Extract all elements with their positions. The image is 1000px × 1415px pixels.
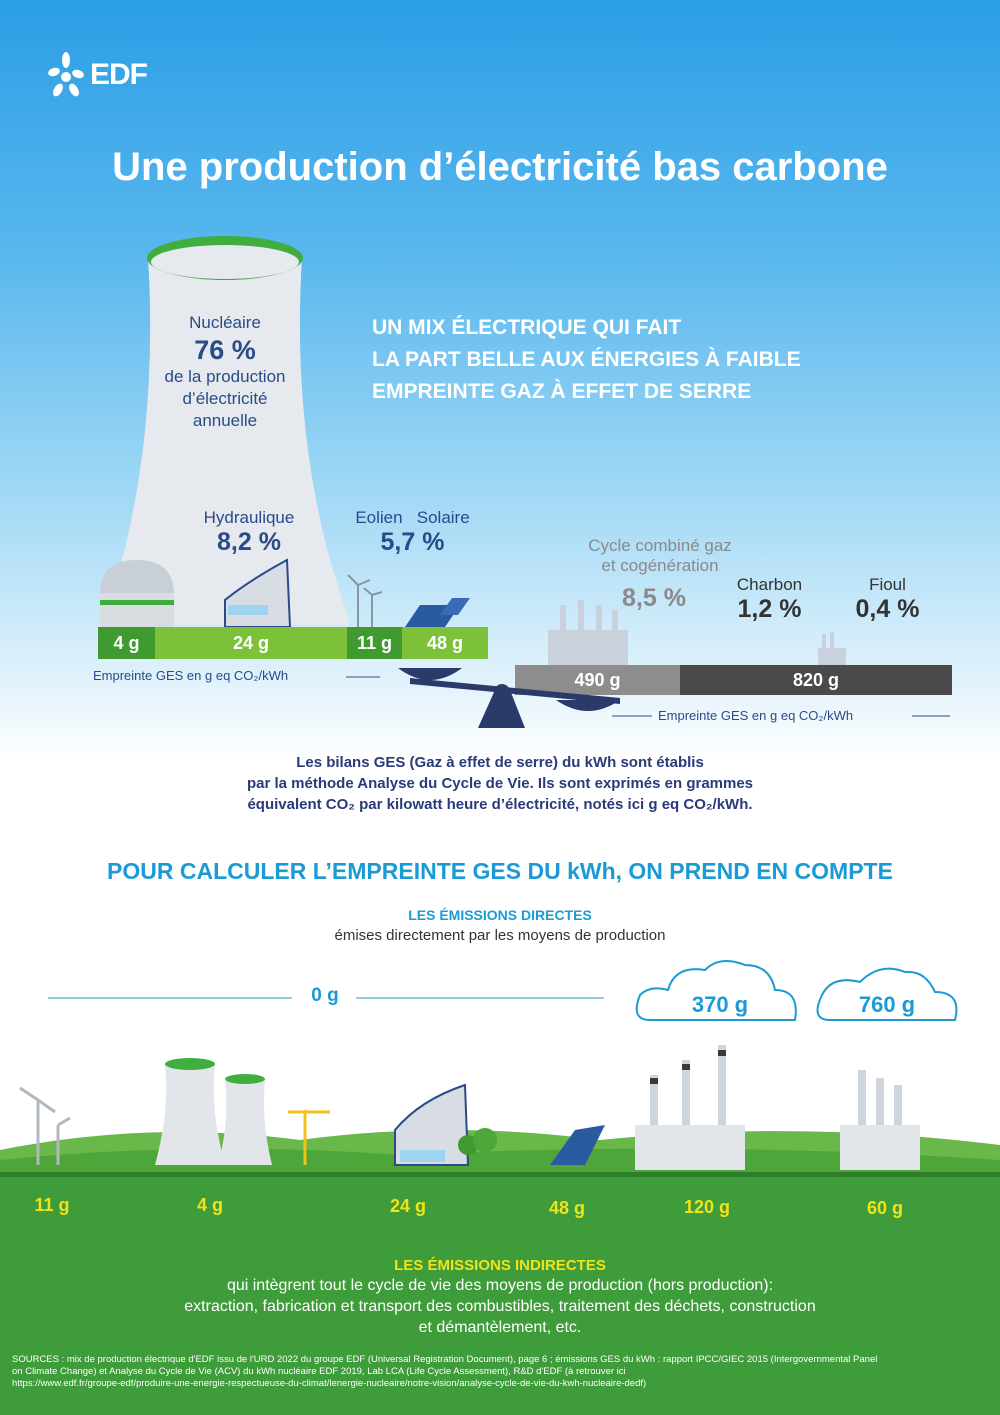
cloud-coal xyxy=(816,967,958,1021)
gas-label-1: Cycle combiné gaz xyxy=(588,536,732,555)
indirect-gas: 120 g xyxy=(683,1197,731,1217)
calc-title: POUR CALCULER L’EMPREINTE GES DU kWh, ON… xyxy=(107,858,893,884)
nuclear-share: Nucléaire 76 % de la production d’électr… xyxy=(140,312,310,432)
gas-plant xyxy=(548,600,628,665)
method-line-1: Les bilans GES (Gaz à effet de serre) du… xyxy=(296,754,704,771)
hydro-pct: 8,2 % xyxy=(217,528,281,556)
indirect-hydro: 24 g xyxy=(389,1196,427,1216)
wind-solar-pct: 5,7 % xyxy=(380,528,445,556)
edf-flower-icon xyxy=(48,52,84,97)
solar-label: Solaire xyxy=(416,508,470,527)
sources-line-2: on Climate Change) et Analyse du Cycle d… xyxy=(12,1366,626,1377)
direct-coal: 760 g xyxy=(858,992,916,1017)
indirect-text: qui intègrent tout le cycle de vie des m… xyxy=(0,1275,1000,1338)
nuclear-label: Nucléaire xyxy=(189,313,261,332)
gas-label-2: et cogénération xyxy=(601,556,719,575)
oil-share: Fioul 0,4 % xyxy=(840,575,935,624)
page-title: Une production d’électricité bas carbone xyxy=(112,145,888,189)
indirect-nuclear: 4 g xyxy=(196,1195,223,1215)
wind-label: Eolien xyxy=(355,508,403,527)
oil-pct: 0,4 % xyxy=(855,595,920,623)
sources-link[interactable]: https://www.edf.fr/groupe-edf/produire-u… xyxy=(12,1378,647,1389)
nuclear-desc-2: d’électricité xyxy=(182,389,268,408)
nuclear-desc-3: annuelle xyxy=(192,411,258,430)
footprint-hydro: 24 g xyxy=(232,632,270,653)
landscape-buildings xyxy=(19,1045,920,1170)
headline: UN MIX ÉLECTRIQUE QUI FAIT LA PART BELLE… xyxy=(372,312,932,408)
method-text: Les bilans GES (Gaz à effet de serre) du… xyxy=(0,752,1000,815)
headline-line-3: EMPREINTE GAZ À EFFET DE SERRE xyxy=(372,380,752,403)
footprint-gas: 490 g xyxy=(574,669,621,690)
coal-pct: 1,2 % xyxy=(737,595,802,623)
indirect-coal: 60 g xyxy=(866,1198,904,1218)
cooling-tower-shape xyxy=(110,244,350,625)
balance-scale xyxy=(398,668,620,728)
direct-title: LES ÉMISSIONS DIRECTES xyxy=(408,907,592,923)
indirect-title: LES ÉMISSIONS INDIRECTES xyxy=(394,1257,606,1274)
footprint-note-right: Empreinte GES en g eq CO₂/kWh xyxy=(658,708,854,723)
gas-share: Cycle combiné gaz et cogénération xyxy=(555,536,765,576)
direct-gas: 370 g xyxy=(691,992,749,1017)
headline-line-2: LA PART BELLE AUX ÉNERGIES À FAIBLE xyxy=(372,348,801,371)
indirect-solar: 48 g xyxy=(548,1198,586,1218)
wind-turbines xyxy=(347,574,383,627)
edf-logo[interactable]: EDF xyxy=(48,50,148,100)
footprint-nuclear: 4 g xyxy=(113,632,140,653)
sources-line-1: SOURCES : mix de production électrique d… xyxy=(12,1354,878,1365)
indirect-line-2: extraction, fabrication et transport des… xyxy=(184,1298,816,1315)
coal-plant xyxy=(818,632,846,665)
hydro-share: Hydraulique 8,2 % xyxy=(185,508,313,557)
wind-solar-labels: Eolien Solaire xyxy=(340,508,485,528)
sources: SOURCES : mix de production électrique d… xyxy=(12,1354,992,1390)
nuclear-pct: 76 % xyxy=(194,335,256,365)
headline-line-1: UN MIX ÉLECTRIQUE QUI FAIT xyxy=(372,316,682,339)
hydro-label: Hydraulique xyxy=(203,508,295,527)
logo-text: EDF xyxy=(90,58,148,91)
indirect-line-3: et démantèlement, etc. xyxy=(418,1319,582,1336)
footprint-coal-oil: 820 g xyxy=(792,669,840,690)
reactor-dome xyxy=(100,560,174,595)
coal-share: Charbon 1,2 % xyxy=(722,575,817,624)
indirect-wind: 11 g xyxy=(34,1195,70,1215)
nuclear-desc-1: de la production xyxy=(164,367,286,386)
cloud-gas xyxy=(635,960,797,1021)
footprint-note-left: Empreinte GES en g eq CO₂/kWh xyxy=(93,668,289,683)
coal-label: Charbon xyxy=(736,575,803,594)
method-line-2: par la méthode Analyse du Cycle de Vie. … xyxy=(246,775,754,792)
oil-label: Fioul xyxy=(869,575,906,594)
direct-zero: 0 g xyxy=(311,985,339,1006)
wind-solar-share: Eolien Solaire 5,7 % xyxy=(340,508,485,557)
direct-subtitle: émises directement par les moyens de pro… xyxy=(334,927,666,944)
footprint-wind: 11 g xyxy=(356,632,393,653)
footprint-solar: 48 g xyxy=(426,632,464,653)
gas-pct: 8,5 % xyxy=(622,584,686,612)
method-line-3: équivalent CO₂ par kilowatt heure d’élec… xyxy=(247,796,753,813)
indirect-line-1: qui intègrent tout le cycle de vie des m… xyxy=(226,1277,774,1294)
